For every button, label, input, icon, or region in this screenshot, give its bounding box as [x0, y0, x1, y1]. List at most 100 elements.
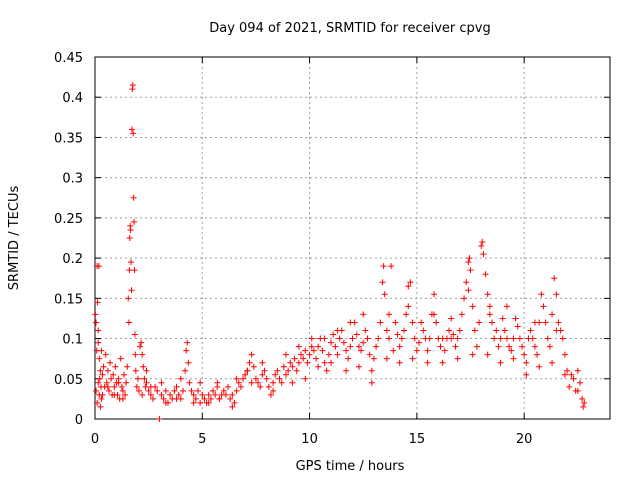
data-point — [250, 363, 257, 370]
data-point — [416, 339, 423, 346]
x-tick-label: 0 — [91, 432, 99, 447]
data-point — [466, 255, 473, 262]
data-point — [377, 319, 384, 326]
data-point — [302, 375, 309, 382]
data-point — [446, 327, 453, 334]
data-point — [336, 335, 343, 342]
data-point — [222, 391, 229, 398]
data-point — [139, 391, 146, 398]
data-point — [549, 311, 556, 318]
data-point — [431, 311, 438, 318]
data-point — [111, 383, 118, 390]
data-point — [456, 327, 463, 334]
data-point — [488, 319, 495, 326]
data-point — [362, 327, 369, 334]
data-point — [162, 399, 169, 406]
data-point — [120, 371, 127, 378]
data-point — [360, 339, 367, 346]
data-point — [179, 387, 186, 394]
data-point — [263, 375, 270, 382]
y-tick-label: 0.4 — [62, 91, 83, 106]
data-point — [473, 343, 480, 350]
data-point — [139, 351, 146, 358]
data-point — [495, 343, 502, 350]
data-point — [424, 359, 431, 366]
data-point — [343, 367, 350, 374]
data-point — [227, 395, 234, 402]
data-point — [126, 267, 133, 274]
data-point — [383, 327, 390, 334]
data-point — [259, 371, 266, 378]
data-point — [486, 311, 493, 318]
data-point — [319, 347, 326, 354]
data-point — [252, 375, 259, 382]
chart-title: Day 094 of 2021, SRMTID for receiver cpv… — [209, 21, 491, 36]
data-point — [555, 319, 562, 326]
data-point — [349, 335, 356, 342]
data-point — [131, 218, 138, 225]
data-point — [439, 359, 446, 366]
data-point — [561, 371, 568, 378]
data-point — [508, 347, 515, 354]
data-point — [216, 395, 223, 402]
data-point — [536, 363, 543, 370]
data-point — [171, 387, 178, 394]
data-point — [158, 379, 165, 386]
data-point — [321, 359, 328, 366]
data-point — [504, 335, 510, 342]
data-point — [310, 347, 317, 354]
data-point — [295, 359, 302, 366]
data-point — [137, 343, 144, 350]
data-point — [340, 339, 347, 346]
data-point — [497, 335, 504, 342]
data-point — [108, 375, 115, 382]
data-point — [553, 291, 560, 298]
data-point — [122, 391, 129, 398]
data-point — [127, 226, 134, 233]
data-point — [463, 279, 470, 286]
data-point — [441, 347, 448, 354]
data-point — [158, 391, 165, 398]
data-point — [486, 303, 493, 310]
data-point — [315, 363, 322, 370]
data-point — [199, 391, 206, 398]
y-tick-label: 0.15 — [54, 292, 83, 307]
data-point — [559, 335, 566, 342]
data-point — [381, 291, 388, 298]
data-point — [531, 343, 538, 350]
data-point — [272, 371, 279, 378]
data-point — [516, 335, 523, 342]
data-point — [278, 379, 285, 386]
data-point — [345, 355, 352, 362]
data-point — [353, 331, 360, 338]
data-point — [177, 375, 184, 382]
data-point — [512, 315, 519, 322]
data-point — [141, 375, 148, 382]
y-tick-label: 0.25 — [54, 212, 83, 227]
data-point — [370, 355, 377, 362]
data-point — [321, 335, 328, 342]
data-point — [133, 383, 140, 390]
data-point — [142, 383, 149, 390]
data-point — [394, 331, 401, 338]
data-point — [205, 399, 212, 406]
data-point — [97, 367, 104, 374]
data-point — [132, 367, 139, 374]
data-point — [418, 319, 425, 326]
data-point — [385, 335, 392, 342]
data-point — [452, 343, 459, 350]
data-point — [131, 331, 138, 338]
data-point — [366, 351, 373, 358]
data-point — [482, 271, 489, 278]
data-point — [130, 194, 137, 201]
plot-frame — [94, 56, 611, 420]
data-point — [134, 375, 141, 382]
data-point — [167, 391, 174, 398]
data-point — [448, 315, 455, 322]
data-point — [186, 379, 193, 386]
data-point — [190, 391, 197, 398]
data-point — [360, 311, 367, 318]
data-point — [175, 391, 182, 398]
data-point — [580, 403, 587, 410]
data-point — [274, 367, 281, 374]
